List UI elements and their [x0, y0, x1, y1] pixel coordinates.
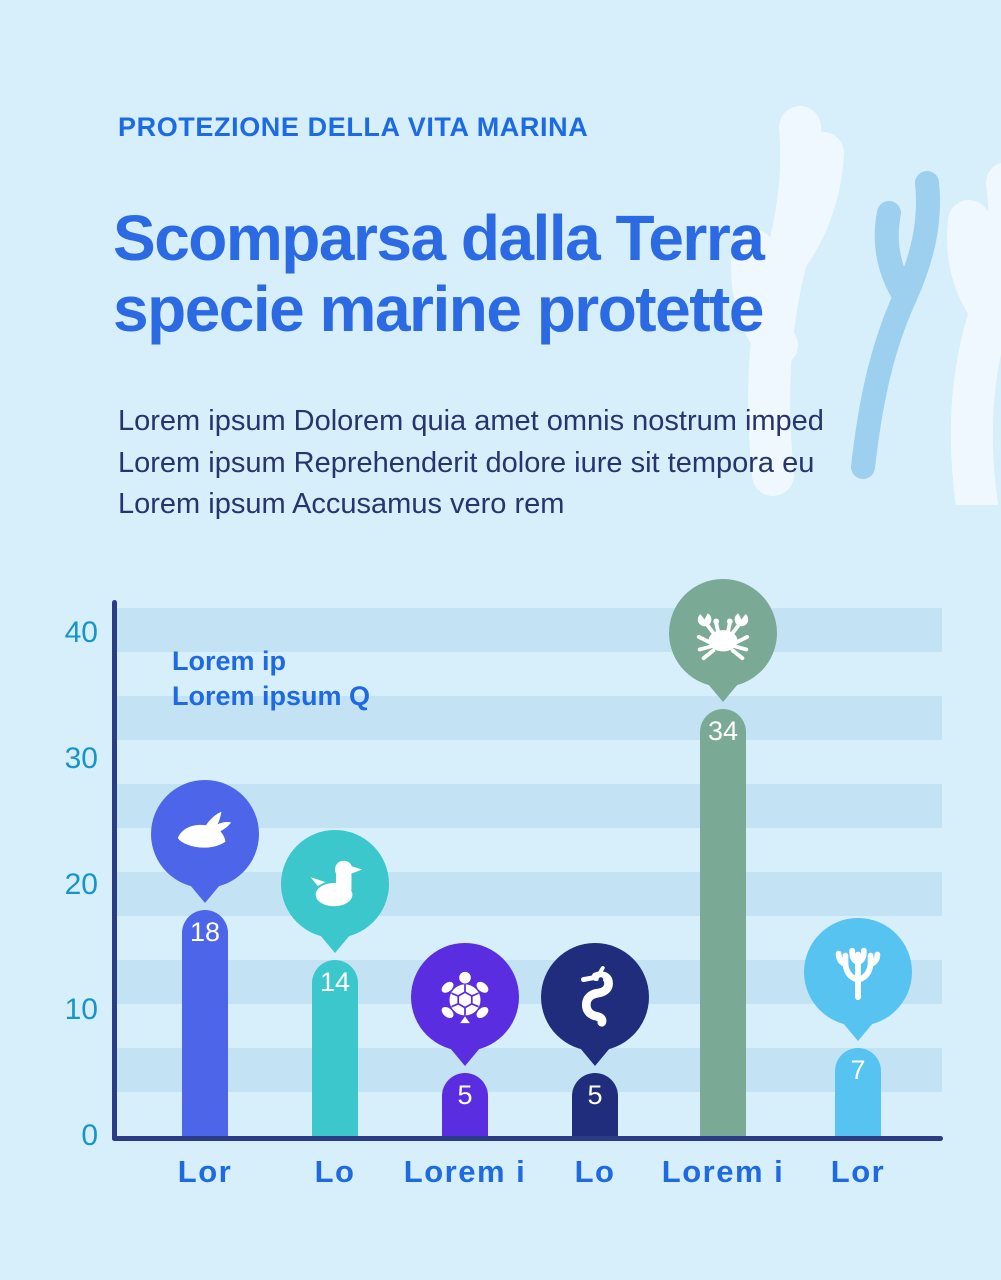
- legend-line-2: Lorem ipsum Q: [172, 681, 371, 711]
- turtle-icon: [441, 971, 489, 1024]
- icon-bubble: [804, 918, 912, 1041]
- bar-value-label: 7: [850, 1055, 866, 1085]
- bar-value-label: 18: [189, 917, 221, 947]
- chart-legend: Lorem ip Lorem ipsum Q: [172, 644, 370, 714]
- icon-bubble: [411, 943, 519, 1066]
- x-axis-label: Lor: [177, 1154, 233, 1189]
- bar-value-label: 14: [319, 967, 351, 997]
- page-title: Scomparsa dalla Terra specie marine prot…: [113, 202, 765, 345]
- bubble-tail: [843, 1023, 873, 1041]
- x-axis-line: [112, 1136, 943, 1141]
- icon-bubble: [669, 579, 777, 702]
- y-tick-label: 0: [81, 1119, 98, 1152]
- bar: 18: [182, 910, 228, 1136]
- bubble-tail: [708, 684, 738, 702]
- bar: 5: [572, 1073, 618, 1136]
- x-axis-label: Lorem i: [403, 1154, 527, 1189]
- bar: 5: [442, 1073, 488, 1136]
- whale-icon: [177, 811, 232, 848]
- icon-bubble: [281, 830, 389, 953]
- seahorse-icon: [580, 966, 613, 1027]
- duck-icon: [310, 860, 363, 907]
- y-tick-label: 30: [64, 741, 98, 775]
- bar: 7: [835, 1048, 881, 1136]
- y-tick-label: 20: [64, 867, 98, 901]
- body-line-1: Lorem ipsum Dolorem quia amet omnis nost…: [118, 405, 824, 437]
- crab-icon: [696, 610, 750, 661]
- coral-icon: [835, 947, 881, 1001]
- bubble-tail: [190, 885, 220, 903]
- x-axis-label: Lorem i: [661, 1154, 785, 1189]
- intro-paragraph: Lorem ipsum Dolorem quia amet omnis nost…: [118, 401, 824, 526]
- title-line-2: specie marine protette: [113, 273, 764, 345]
- coral-decoration: [731, 106, 1001, 505]
- bar: 14: [312, 960, 358, 1136]
- icon-bubble: [151, 780, 259, 903]
- y-tick-label: 40: [64, 616, 98, 650]
- y-tick-label: 10: [64, 993, 98, 1027]
- y-axis-line: [112, 600, 117, 1141]
- x-axis-label: Lo: [574, 1154, 616, 1189]
- x-axis-label: Lo: [314, 1154, 356, 1189]
- bubble-tail: [320, 935, 350, 953]
- bubble-tail: [450, 1048, 480, 1066]
- icon-bubble: [541, 943, 649, 1066]
- bubble-tail: [580, 1048, 610, 1066]
- bar-value-label: 34: [707, 716, 739, 746]
- body-line-3: Lorem ipsum Accusamus vero rem: [118, 488, 565, 520]
- plot-stripes: [115, 608, 942, 1136]
- title-line-1: Scomparsa dalla Terra: [113, 202, 765, 274]
- bar-value-label: 5: [457, 1080, 473, 1110]
- legend-line-1: Lorem ip: [172, 646, 287, 676]
- x-axis-label: Lor: [830, 1154, 886, 1189]
- bar: 34: [700, 709, 746, 1136]
- kicker: PROTEZIONE DELLA VITA MARINA: [118, 112, 589, 142]
- body-line-2: Lorem ipsum Reprehenderit dolore iure si…: [118, 446, 815, 479]
- bar-value-label: 5: [587, 1080, 603, 1110]
